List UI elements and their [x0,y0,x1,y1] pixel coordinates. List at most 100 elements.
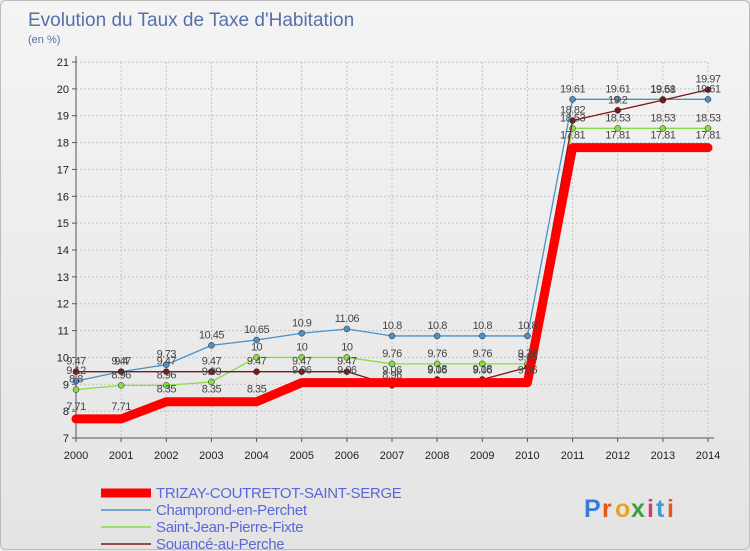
series-point-1 [704,96,712,103]
data-label-1: 10.8 [382,320,402,332]
y-tick-label: 12 [57,299,69,311]
x-tick-label: 2009 [470,450,494,462]
series-point-2 [479,360,486,368]
data-label-2: 10 [296,341,308,353]
data-label-1: 19.61 [695,83,720,95]
data-label-3: 9.18 [473,363,493,375]
series-point-1 [343,325,351,333]
x-tick-label: 2002 [154,450,178,462]
data-label-0: 17.81 [650,130,675,142]
data-label-1: 10.8 [518,320,538,332]
chart-title: Evolution du Taux de Taxe d'Habitation [28,10,354,31]
data-label-3: 18.82 [560,105,585,117]
y-tick-label: 15 [57,218,69,230]
data-label-0: 17.81 [695,130,720,142]
series-point-1 [208,342,215,349]
data-label-1: 10.8 [427,320,447,332]
series-point-3 [298,368,305,375]
data-label-0: 9.06 [292,365,312,377]
data-label-0: 9.06 [427,365,447,377]
data-label-3: 9.47 [292,356,312,368]
data-label-1: 19.61 [605,83,630,95]
series-point-3 [72,368,80,375]
series-point-1 [569,96,576,103]
series-point-2 [253,354,260,361]
legend-label-3: Souancé-au-Perche [156,536,284,551]
y-tick-label: 7 [63,433,69,445]
x-tick-label: 2006 [335,450,359,462]
series-point-3 [343,368,351,375]
data-label-2: 9.76 [427,348,447,360]
series-point-1 [253,336,260,344]
data-label-2: 18.53 [605,112,630,124]
data-label-1: 9.73 [157,349,177,361]
y-tick-label: 10 [57,352,69,364]
series-point-2 [704,125,712,132]
data-label-3: 9.47 [157,356,177,368]
series-point-1 [433,332,441,340]
x-tick-label: 2004 [244,450,268,462]
data-label-2: 9.76 [382,348,402,360]
data-label-2: 9.09 [202,366,222,378]
data-label-0: 17.81 [605,130,630,142]
legend-label-1: Champrond-en-Perchet [156,502,308,519]
data-label-0: 7.71 [66,401,86,413]
data-label-3: 9.4 [114,356,128,368]
chart-subtitle: (en %) [28,34,60,46]
logo-letter: t [656,495,665,523]
data-label-3: 19.97 [695,74,720,86]
series-line-0 [71,143,713,424]
x-tick-label: 2013 [651,450,675,462]
y-tick-label: 16 [57,191,69,203]
y-tick-label: 20 [57,84,69,96]
series-point-2 [433,360,441,368]
data-label-0: 8.35 [157,384,177,396]
data-label-1: 11.06 [335,313,360,325]
y-tick-label: 9 [63,379,69,391]
series-point-1 [163,361,170,368]
data-label-3: 19.2 [608,94,628,106]
series-point-2 [117,382,125,389]
series-point-2 [298,354,305,361]
series-point-3 [117,368,125,375]
series-point-3 [659,96,667,104]
x-tick-label: 2005 [289,450,313,462]
data-label-3: 9.63 [518,351,538,363]
x-tick-label: 2003 [199,450,223,462]
data-label-2: 8.96 [111,369,131,381]
series-point-2 [388,360,396,368]
data-label-0: 9.06 [382,365,402,377]
logo-letter: P [584,495,601,523]
legend-label-0: TRIZAY-COUTRETOT-SAINT-SERGE [156,485,402,502]
data-label-1: 10.9 [292,317,312,329]
y-tick-label: 11 [58,326,69,338]
data-label-0: 8.35 [247,384,267,396]
series-point-1 [298,330,305,337]
data-label-2: 18.53 [695,112,720,124]
series-point-2 [659,125,667,132]
y-tick-label: 14 [57,245,69,257]
data-label-3: 9.18 [427,363,447,375]
y-tick-label: 8 [63,406,69,418]
x-tick-label: 2012 [605,450,629,462]
series-point-2 [72,386,80,393]
series-point-2 [163,382,170,389]
x-tick-label: 2007 [380,450,404,462]
data-label-1: 19.61 [650,83,675,95]
data-label-1: 10.65 [244,324,269,336]
data-label-2: 8.8 [69,374,83,386]
data-label-2: 18.53 [650,112,675,124]
y-tick-label: 19 [57,111,69,123]
series-point-2 [208,378,215,386]
data-label-0: 7.71 [111,401,131,413]
series-point-3 [614,107,621,114]
data-label-3: 19.58 [650,84,675,96]
data-label-0: 9.06 [337,365,357,377]
x-tick-label: 2011 [561,450,585,462]
data-label-2: 10 [251,341,263,353]
series-point-1 [524,332,531,340]
data-label-0: 8.35 [202,384,222,396]
